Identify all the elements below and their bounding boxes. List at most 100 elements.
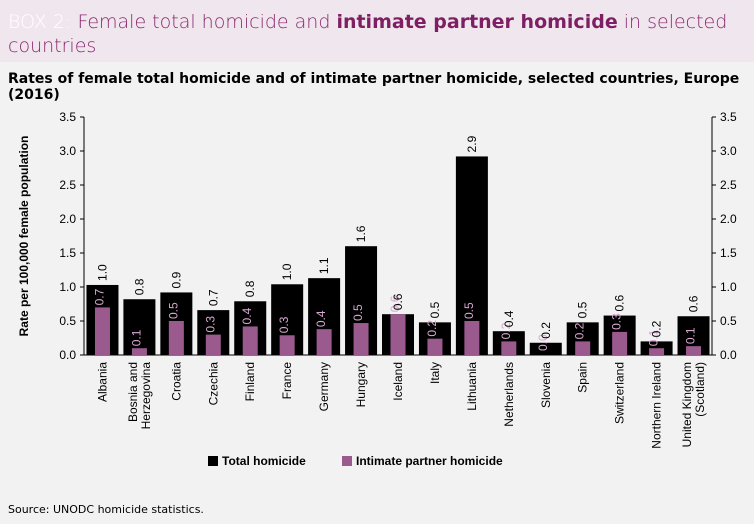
- ipv-value-label: 0.5: [462, 302, 476, 319]
- legend-label-ipv: Intimate partner homicide: [356, 454, 503, 468]
- ipv-value-label: 0.4: [314, 310, 328, 327]
- y-axis-title: Rate per 100,000 female population: [17, 136, 31, 337]
- ipv-value-label: 0.5: [351, 304, 365, 321]
- bar-ipv: [390, 314, 406, 355]
- x-tick-label: Bosnia and: [126, 362, 140, 422]
- total-value-label: 0.8: [132, 278, 146, 295]
- x-tick-label: Netherlands: [502, 362, 516, 427]
- total-value-label: 0.5: [576, 301, 590, 318]
- bar-ipv: [501, 341, 517, 355]
- ipv-value-label: 0.7: [92, 288, 106, 305]
- box-header: [0, 0, 754, 62]
- ipv-value-label: 0.0: [536, 334, 550, 351]
- bar-ipv: [427, 338, 443, 355]
- y-tick-label-right: 2.5: [720, 178, 737, 192]
- y-tick-label-right: 1.5: [720, 246, 737, 260]
- x-tick-label: Hungary: [354, 362, 368, 407]
- y-tick-label-right: 2.0: [720, 212, 737, 226]
- bar-ipv: [131, 348, 147, 355]
- bar-ipv: [205, 334, 221, 355]
- x-tick-label: Herzegovina: [139, 362, 153, 430]
- legend-label-total: Total homicide: [222, 454, 306, 468]
- total-value-label: 0.5: [428, 301, 442, 318]
- y-tick-label-left: 2.0: [59, 212, 76, 226]
- y-tick-label-left: 1.0: [59, 280, 76, 294]
- bar-ipv: [94, 307, 110, 355]
- bar-ipv: [316, 329, 332, 355]
- x-tick-label: Spain: [576, 362, 590, 393]
- total-value-label: 0.9: [169, 271, 183, 288]
- x-tick-label: Croatia: [169, 362, 183, 401]
- total-value-label: 1.1: [317, 257, 331, 274]
- chart-subtitle: Rates of female total homicide and of in…: [8, 71, 740, 103]
- title-part2: in selected countries: [8, 11, 728, 57]
- y-tick-label-left: 3.5: [59, 110, 76, 124]
- x-tick-label: Slovenia: [539, 362, 553, 408]
- y-tick-label-right: 0.0: [720, 348, 737, 362]
- total-value-label: 0.2: [539, 322, 553, 339]
- y-tick-label-left: 2.5: [59, 178, 76, 192]
- total-value-label: 0.6: [391, 293, 405, 310]
- ipv-value-label: 0.2: [499, 322, 513, 339]
- source-note: Source: UNODC homicide statistics.: [8, 503, 204, 516]
- total-value-label: 0.2: [650, 320, 664, 337]
- y-tick-label-left: 0.5: [59, 314, 76, 328]
- ipv-value-label: 0.2: [573, 322, 587, 339]
- x-tick-label: Italy: [428, 362, 442, 384]
- y-tick-label-right: 0.5: [720, 314, 737, 328]
- x-tick-label: France: [280, 362, 294, 400]
- ipv-value-label: 0.3: [610, 313, 624, 330]
- y-tick-label-right: 3.0: [720, 144, 737, 158]
- x-tick-label: Finland: [243, 362, 257, 401]
- y-tick-label-right: 3.5: [720, 110, 737, 124]
- x-tick-label: Czechia: [206, 362, 220, 406]
- bar-ipv: [464, 321, 480, 355]
- bar-ipv: [575, 341, 591, 355]
- total-value-label: 0.7: [206, 289, 220, 306]
- x-tick-label: Germany: [317, 362, 331, 411]
- ipv-value-label: 0.1: [684, 327, 698, 344]
- ipv-value-label: 0.3: [277, 316, 291, 333]
- bar-ipv: [242, 326, 258, 355]
- bar-chart: 0.0 0.0 0.5 0.5 1.0 1.0 1.5 1.5 2.0 2.0 2.5 2.5 3.0 3…: [17, 110, 737, 468]
- bar-total: [529, 342, 562, 355]
- total-value-label: 2.9: [465, 135, 479, 152]
- ipv-value-label: 0.5: [166, 302, 180, 319]
- y-tick-label-left: 3.0: [59, 144, 76, 158]
- x-tick-label: (Scotland): [693, 362, 707, 417]
- bar-total: [123, 299, 156, 355]
- bar-ipv: [353, 323, 369, 355]
- bar-ipv: [612, 331, 628, 355]
- x-tick-label: Lithuania: [465, 362, 479, 411]
- total-value-label: 0.8: [243, 280, 257, 297]
- ipv-value-label: 0.2: [425, 320, 439, 337]
- x-tick-label: United Kingdom: [680, 362, 694, 447]
- ipv-value-label: 0.1: [129, 329, 143, 346]
- ipv-value-label: 0.3: [203, 316, 217, 333]
- ipv-value-label: 0.1: [647, 329, 661, 346]
- ipv-value-label: 0.6: [388, 295, 402, 312]
- total-value-label: 0.4: [502, 310, 516, 327]
- box-label: BOX 2:: [8, 11, 72, 33]
- bar-ipv: [649, 348, 665, 355]
- total-value-label: 1.0: [95, 264, 109, 281]
- x-tick-label: Albania: [95, 362, 109, 402]
- legend-swatch-total: [208, 456, 218, 466]
- x-tick-label: Northern Ireland: [650, 362, 664, 449]
- ipv-value-label: 0.4: [240, 307, 254, 324]
- title-highlight: intimate partner homicide: [336, 11, 618, 33]
- total-value-label: 1.6: [354, 225, 368, 242]
- legend-swatch-ipv: [342, 456, 352, 466]
- title-part1: Female total homicide and: [71, 11, 337, 33]
- y-tick-label-left: 1.5: [59, 246, 76, 260]
- box-title: BOX 2: Female total homicide and intimat…: [8, 10, 728, 58]
- bar-ipv: [686, 346, 702, 355]
- total-value-label: 0.6: [687, 295, 701, 312]
- bar-ipv: [279, 335, 295, 355]
- x-tick-label: Iceland: [391, 362, 405, 401]
- y-tick-label-right: 1.0: [720, 280, 737, 294]
- y-tick-label-left: 0.0: [59, 348, 76, 362]
- total-value-label: 0.6: [613, 295, 627, 312]
- x-tick-label: Switzerland: [613, 362, 627, 424]
- total-value-label: 1.0: [280, 263, 294, 280]
